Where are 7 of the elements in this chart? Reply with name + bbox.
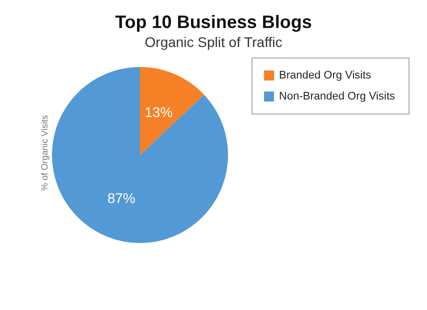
legend-label: Non-Branded Org Visits xyxy=(279,90,396,102)
chart-title: Top 10 Business Blogs xyxy=(115,12,312,32)
data-label: 13% xyxy=(144,104,173,120)
text: % of Organic Visits xyxy=(40,114,50,191)
data-label: 87% xyxy=(107,190,136,206)
chart-subtitle: Organic Split of Traffic xyxy=(144,34,282,50)
legend-label: Branded Org Visits xyxy=(279,70,372,82)
